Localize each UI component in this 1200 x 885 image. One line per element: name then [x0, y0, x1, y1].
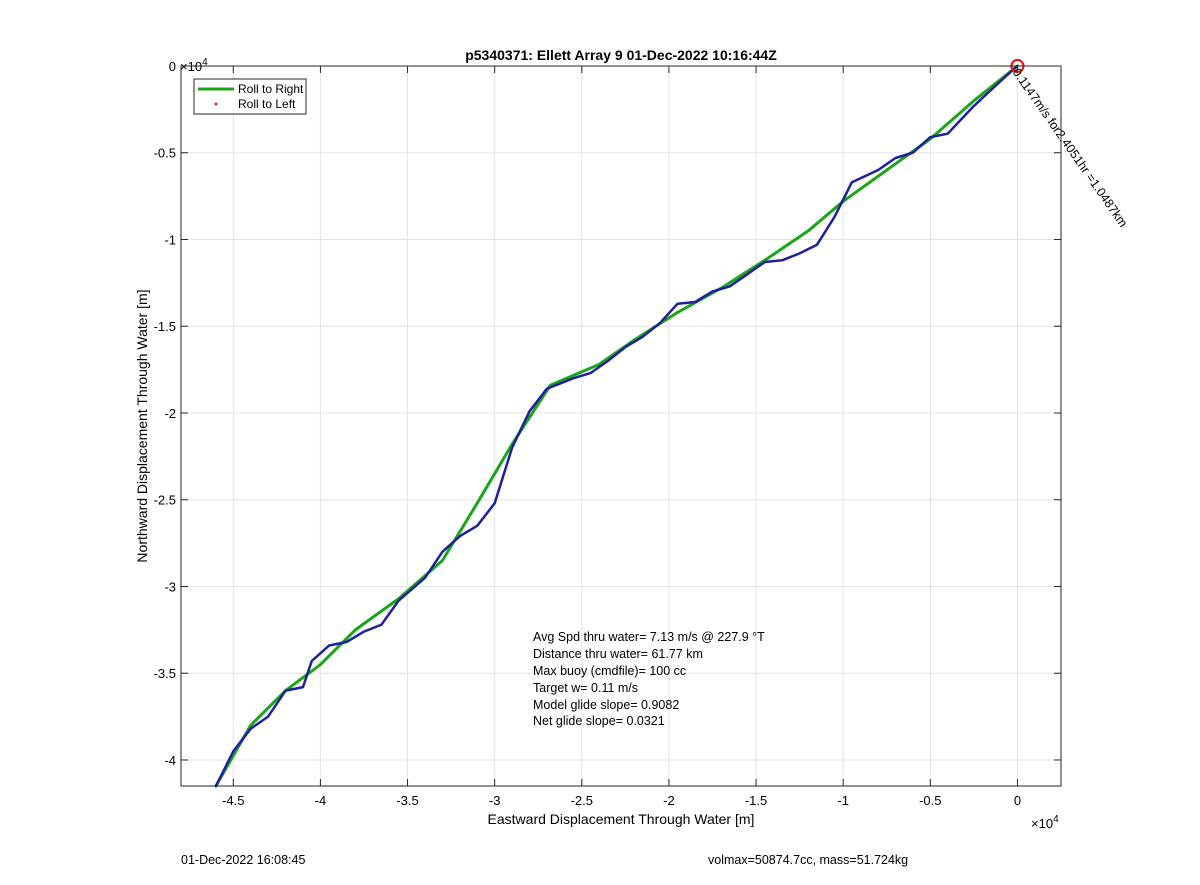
- x-tick-label: -2.5: [571, 793, 593, 808]
- tick-group: -4.5 -4 -3.5 -3 -2.5 -2 -1.5 -1 -0.5 0 0 -0.5 -1 -1.5…: [154, 59, 1061, 808]
- y-tick-label: -2.5: [154, 493, 176, 508]
- stat-net-glide: Net glide slope= 0.0321: [533, 714, 665, 728]
- y-tick-label: -1: [164, 232, 176, 247]
- footer-timestamp: 01-Dec-2022 16:08:45: [181, 853, 305, 867]
- y-axis-label: Northward Displacement Through Water [m]: [134, 289, 150, 562]
- x-tick-label: -4.5: [222, 793, 244, 808]
- y-exponent-base: ×10: [180, 59, 202, 74]
- y-tick-label: -3.5: [154, 666, 176, 681]
- y-tick-label: -2: [164, 406, 176, 421]
- plot-area: [181, 66, 1061, 786]
- stat-avg-speed: Avg Spd thru water= 7.13 m/s @ 227.9 °T: [533, 630, 765, 644]
- legend-label-roll-left: Roll to Left: [238, 97, 296, 111]
- stat-max-buoy: Max buoy (cmdfile)= 100 cc: [533, 664, 686, 678]
- legend-box: [193, 78, 307, 115]
- x-exponent-base: ×10: [1031, 816, 1053, 831]
- x-tick-label: -3: [489, 793, 501, 808]
- series-line-roll-right: [214, 64, 1019, 788]
- x-tick-label: -4: [315, 793, 327, 808]
- stats-block: Avg Spd thru water= 7.13 m/s @ 227.9 °T …: [533, 630, 765, 728]
- y-tick-label: -0.5: [154, 146, 176, 161]
- y-tick-label: 0: [169, 59, 176, 74]
- x-tick-label: -1: [837, 793, 849, 808]
- x-axis-label: Eastward Displacement Through Water [m]: [488, 811, 755, 827]
- y-exponent-power: 4: [202, 57, 208, 68]
- x-tick-label: -2: [663, 793, 675, 808]
- stat-model-glide: Model glide slope= 0.9082: [533, 698, 679, 712]
- x-tick-label: -0.5: [919, 793, 941, 808]
- y-exponent-label: ×104: [180, 57, 208, 74]
- x-tick-label: -3.5: [396, 793, 418, 808]
- axes-frame: [180, 65, 1062, 787]
- stat-distance: Distance thru water= 61.77 km: [533, 647, 703, 661]
- legend-marker-roll-left: [214, 102, 218, 106]
- y-tick-label: -1.5: [154, 319, 176, 334]
- x-tick-label: -1.5: [745, 793, 767, 808]
- x-exponent-label: ×104: [1031, 814, 1059, 831]
- chart-title: p5340371: Ellett Array 9 01-Dec-2022 10:…: [465, 47, 777, 63]
- legend: Roll to Right Roll to Left: [193, 78, 307, 115]
- series-line-glider-track: [214, 64, 1019, 788]
- y-tick-label: -4: [164, 753, 176, 768]
- x-tick-label: 0: [1014, 793, 1021, 808]
- footer-mass: volmax=50874.7cc, mass=51.724kg: [708, 853, 908, 867]
- stat-target-w: Target w= 0.11 m/s: [533, 681, 638, 695]
- y-tick-label: -3: [164, 579, 176, 594]
- legend-label-roll-right: Roll to Right: [238, 82, 304, 96]
- x-exponent-power: 4: [1053, 814, 1059, 825]
